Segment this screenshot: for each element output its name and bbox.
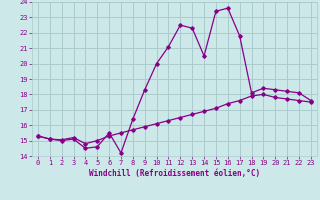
- X-axis label: Windchill (Refroidissement éolien,°C): Windchill (Refroidissement éolien,°C): [89, 169, 260, 178]
